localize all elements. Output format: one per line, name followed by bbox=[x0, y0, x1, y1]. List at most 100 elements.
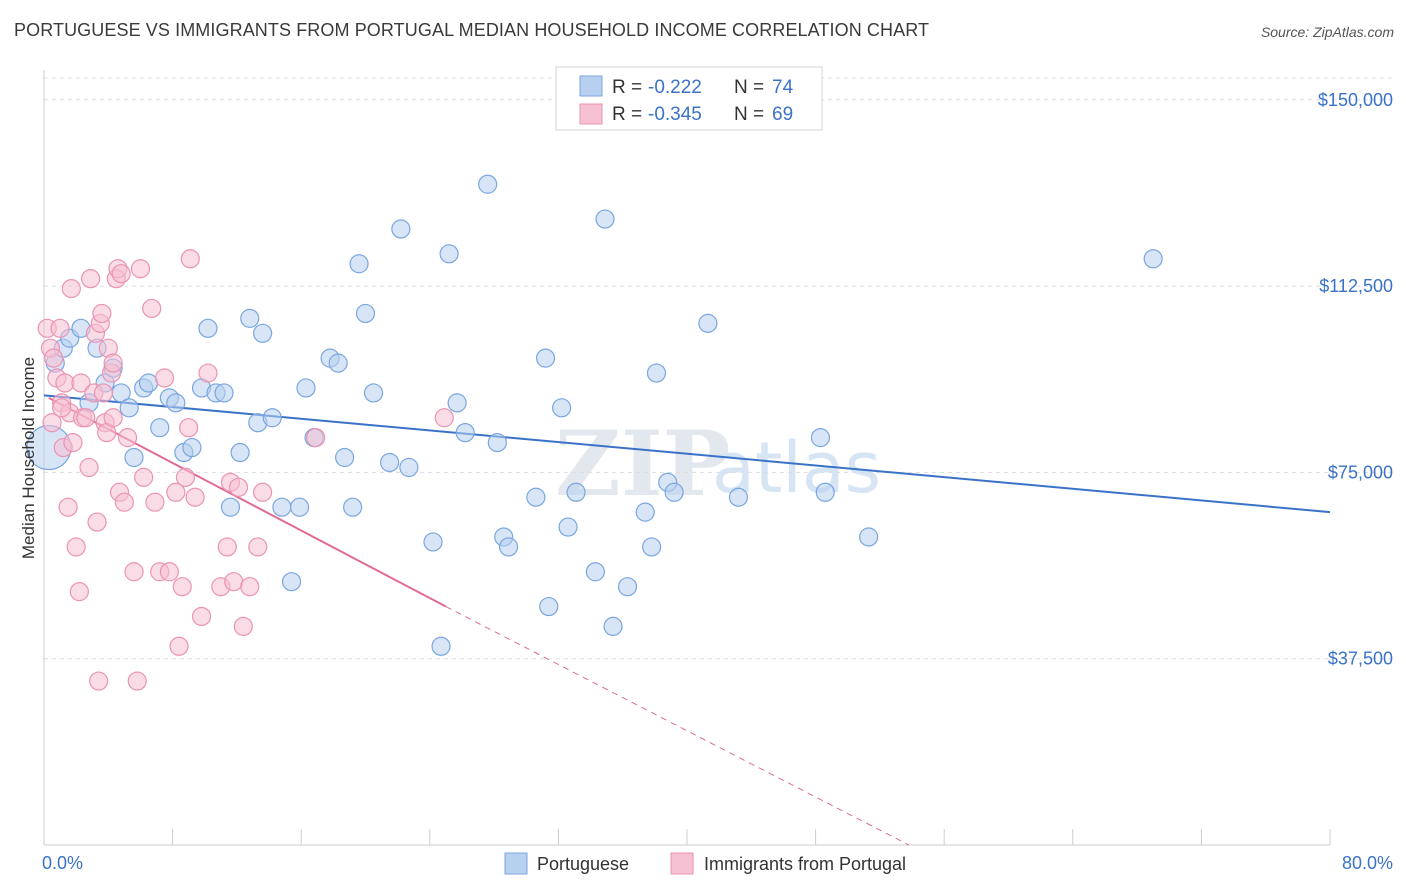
data-point bbox=[69, 582, 89, 602]
data-point bbox=[487, 432, 507, 453]
legend-r-value-1: -0.222 bbox=[648, 77, 702, 98]
series-swatch-portuguese bbox=[504, 852, 528, 875]
x-tick-label: 0.0% bbox=[42, 853, 83, 873]
data-point bbox=[55, 373, 75, 393]
data-point bbox=[93, 383, 114, 403]
x-tick-label: 80.0% bbox=[1342, 853, 1393, 873]
data-point bbox=[185, 487, 205, 507]
data-point bbox=[434, 408, 454, 428]
data-point bbox=[179, 418, 199, 438]
series-label-immigrants: Immigrants from Portugal bbox=[704, 854, 906, 874]
legend-swatch-pink bbox=[579, 103, 603, 125]
data-point bbox=[127, 671, 147, 691]
data-point bbox=[240, 577, 260, 597]
data-point bbox=[166, 393, 186, 413]
data-point bbox=[815, 482, 835, 502]
data-point bbox=[63, 432, 83, 453]
data-point bbox=[306, 428, 326, 448]
data-point bbox=[664, 482, 684, 502]
data-point bbox=[355, 303, 376, 324]
data-point bbox=[272, 497, 292, 517]
y-tick-label: $112,500 bbox=[1319, 276, 1393, 296]
data-point bbox=[810, 428, 831, 448]
y-tick-label: $150,000 bbox=[1318, 90, 1393, 110]
data-point bbox=[335, 447, 355, 468]
data-point bbox=[423, 532, 443, 552]
data-point bbox=[1143, 249, 1163, 269]
legend-n-label-2: N = bbox=[734, 104, 764, 125]
data-point bbox=[198, 318, 218, 338]
data-point bbox=[439, 244, 459, 264]
data-point bbox=[79, 457, 99, 478]
data-point bbox=[552, 398, 572, 418]
data-point bbox=[182, 437, 202, 458]
data-point bbox=[566, 482, 586, 502]
data-point bbox=[124, 447, 144, 468]
series-legend: Portuguese Immigrants from Portugal bbox=[504, 852, 906, 875]
data-point bbox=[220, 497, 241, 517]
data-point bbox=[175, 467, 196, 487]
data-point bbox=[117, 428, 138, 448]
chart-source: Source: ZipAtlas.com bbox=[1260, 24, 1394, 40]
data-point bbox=[380, 452, 400, 473]
data-point bbox=[81, 269, 101, 289]
legend-n-value-2: 69 bbox=[772, 104, 793, 125]
data-point bbox=[42, 413, 62, 433]
data-point bbox=[134, 467, 154, 487]
data-point bbox=[349, 254, 369, 274]
data-point bbox=[603, 616, 623, 637]
data-point bbox=[535, 348, 556, 368]
data-point bbox=[145, 492, 165, 512]
series-swatch-immigrants bbox=[670, 852, 694, 875]
data-point bbox=[217, 537, 237, 557]
data-point bbox=[142, 298, 162, 319]
data-point bbox=[240, 308, 260, 328]
watermark: ZIP atlas bbox=[555, 411, 881, 517]
data-point bbox=[230, 442, 250, 463]
data-point bbox=[642, 537, 662, 557]
data-point bbox=[50, 318, 70, 338]
y-tick-label: $75,000 bbox=[1328, 462, 1393, 482]
data-point bbox=[585, 562, 605, 582]
data-point bbox=[103, 353, 123, 373]
y-tick-label: $37,500 bbox=[1328, 649, 1393, 669]
data-point bbox=[233, 616, 253, 637]
data-point bbox=[71, 373, 91, 393]
data-point bbox=[478, 174, 498, 194]
data-point bbox=[180, 249, 200, 269]
y-axis-label: Median Household Income bbox=[19, 357, 38, 559]
data-point bbox=[431, 636, 451, 656]
data-point bbox=[124, 562, 144, 582]
legend-r-label-2: R = bbox=[612, 104, 642, 125]
data-point bbox=[169, 636, 189, 656]
data-point bbox=[103, 408, 123, 428]
data-point bbox=[191, 606, 212, 627]
data-point bbox=[455, 423, 475, 443]
data-point bbox=[253, 323, 273, 343]
data-point bbox=[558, 517, 578, 537]
series-portuguese-points bbox=[26, 174, 1163, 656]
data-point bbox=[447, 393, 467, 413]
data-point bbox=[296, 378, 316, 398]
legend-n-label-1: N = bbox=[734, 77, 764, 98]
data-point bbox=[526, 487, 546, 507]
data-point bbox=[363, 383, 384, 403]
data-point bbox=[159, 562, 179, 582]
legend-r-value-2: -0.345 bbox=[648, 104, 702, 125]
correlation-legend: R = -0.222 N = 74 R = -0.345 N = 69 bbox=[555, 66, 823, 131]
data-point bbox=[646, 363, 667, 383]
data-point bbox=[92, 303, 112, 324]
data-point bbox=[595, 209, 615, 229]
data-point bbox=[111, 264, 131, 284]
data-point bbox=[328, 353, 348, 373]
data-point bbox=[228, 477, 249, 497]
data-point bbox=[119, 398, 139, 418]
data-point bbox=[52, 398, 72, 418]
data-point bbox=[214, 383, 234, 403]
legend-r-label-1: R = bbox=[612, 77, 642, 98]
chart-title: PORTUGUESE VS IMMIGRANTS FROM PORTUGAL M… bbox=[14, 20, 930, 40]
series-label-portuguese: Portuguese bbox=[537, 854, 629, 874]
data-point bbox=[44, 348, 64, 368]
data-point bbox=[150, 418, 170, 438]
